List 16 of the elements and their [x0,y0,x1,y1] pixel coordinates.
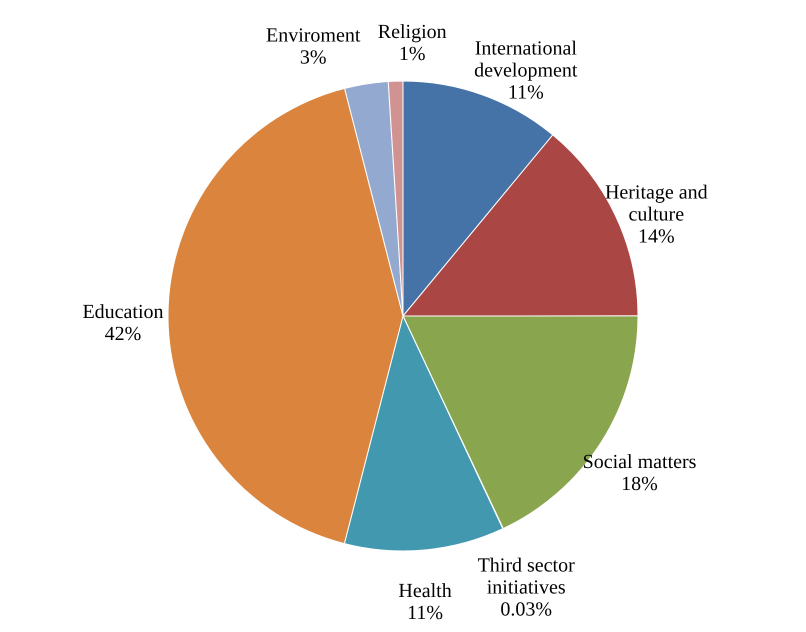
data-label: 18% [621,472,658,495]
slice-label: Heritage and culture [604,182,708,226]
data-label: 11% [508,82,544,104]
slice-label: Enviroment [266,24,361,46]
slice-label: Social matters [582,450,697,473]
data-label: 42% [104,322,142,345]
data-label: 3% [300,46,327,68]
slice-label: Third sector initiatives [478,554,576,598]
slice-label: Health [398,580,452,602]
slice-label: Religion [378,21,447,44]
slice-label: International development [474,38,578,82]
data-label: 1% [398,43,426,66]
slice-label: Education [82,300,164,323]
data-label: 11% [407,602,444,624]
data-label: 0.03% [500,598,552,620]
data-label: 14% [638,226,675,248]
